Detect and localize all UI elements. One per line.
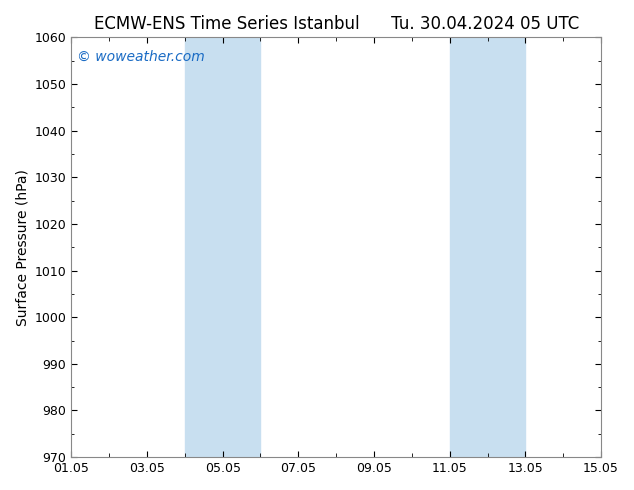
Bar [185,37,261,457]
Title: ECMW-ENS Time Series Istanbul      Tu. 30.04.2024 05 UTC: ECMW-ENS Time Series Istanbul Tu. 30.04.… [94,15,579,33]
Y-axis label: Surface Pressure (hPa): Surface Pressure (hPa) [15,169,29,326]
Bar [450,37,526,457]
Text: © woweather.com: © woweather.com [77,50,204,64]
